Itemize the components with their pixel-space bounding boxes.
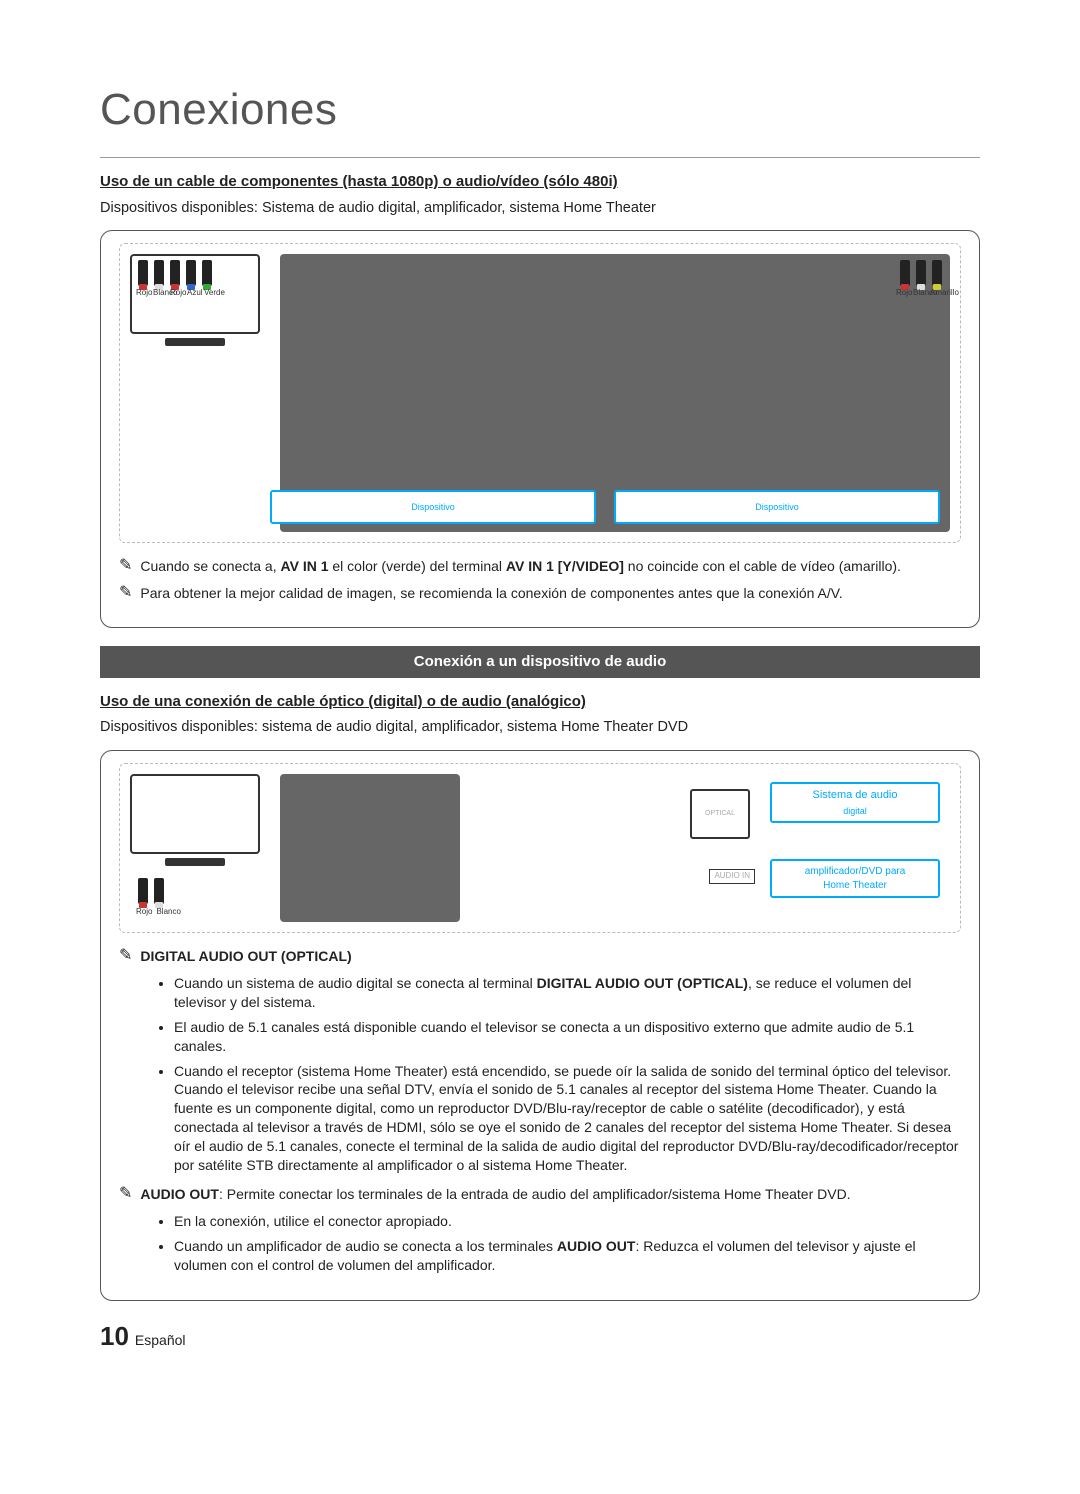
noteB-list: En la conexión, utilice el conector apro… — [174, 1212, 961, 1275]
noteA-title: DIGITAL AUDIO OUT (OPTICAL) — [140, 947, 961, 966]
note2-text: Para obtener la mejor calidad de imagen,… — [140, 584, 961, 603]
plug-row-left — [138, 260, 212, 286]
section-bar: Conexión a un dispositivo de audio — [100, 646, 980, 678]
device-1: Dispositivo — [270, 490, 596, 524]
note-icon: ✎ — [119, 584, 132, 602]
figure1-diagram: Rojo Blanco Rojo Azul Verde Rojo Blanco … — [119, 243, 961, 543]
color-labels-right: Rojo Blanco Amarillo — [896, 288, 944, 299]
note2: ✎ Para obtener la mejor calidad de image… — [119, 584, 961, 603]
small-plugs — [138, 878, 164, 904]
figure2-diagram: OPTICAL Sistema de audio digital amplifi… — [119, 763, 961, 933]
color-labels-left: Rojo Blanco Rojo Azul Verde — [136, 288, 218, 299]
note-icon: ✎ — [119, 557, 132, 575]
list-item: Cuando un sistema de audio digital se co… — [174, 974, 961, 1012]
digital-audio-system: Sistema de audio digital — [770, 782, 940, 823]
note1: ✎ Cuando se conecta a, AV IN 1 el color … — [119, 557, 961, 576]
section1-heading: Uso de un cable de componentes (hasta 10… — [100, 172, 980, 192]
section2-heading: Uso de una conexión de cable óptico (dig… — [100, 692, 980, 712]
title-rule — [100, 157, 980, 158]
page-footer: 10 Español — [100, 1319, 980, 1354]
note-icon: ✎ — [119, 947, 132, 965]
plug-row-right — [900, 260, 942, 286]
optical-port: OPTICAL — [690, 789, 750, 839]
noteB: ✎ AUDIO OUT: Permite conectar los termin… — [119, 1185, 961, 1204]
figure1-box: Rojo Blanco Rojo Azul Verde Rojo Blanco … — [100, 230, 980, 628]
note1-text: Cuando se conecta a, AV IN 1 el color (v… — [140, 557, 961, 576]
section2-desc: Dispositivos disponibles: sistema de aud… — [100, 718, 980, 738]
device-2: Dispositivo — [614, 490, 940, 524]
page-title: Conexiones — [100, 80, 980, 139]
section1-desc: Dispositivos disponibles: Sistema de aud… — [100, 199, 980, 219]
note-icon: ✎ — [119, 1185, 132, 1203]
noteB-text: AUDIO OUT: Permite conectar los terminal… — [140, 1185, 961, 1204]
list-item: Cuando un amplificador de audio se conec… — [174, 1237, 961, 1275]
list-item: El audio de 5.1 canales está disponible … — [174, 1018, 961, 1056]
figure2-box: OPTICAL Sistema de audio digital amplifi… — [100, 750, 980, 1301]
tv-icon — [130, 774, 260, 854]
audio-in-label: AUDIO IN — [709, 869, 755, 884]
page-number: 10 — [100, 1319, 129, 1354]
noteA-list: Cuando un sistema de audio digital se co… — [174, 974, 961, 1175]
noteA: ✎ DIGITAL AUDIO OUT (OPTICAL) — [119, 947, 961, 966]
audio-panel — [280, 774, 460, 922]
page-language: Español — [135, 1331, 186, 1350]
amplifier-box: amplificador/DVD para Home Theater — [770, 859, 940, 898]
list-item: Cuando el receptor (sistema Home Theater… — [174, 1062, 961, 1175]
list-item: En la conexión, utilice el conector apro… — [174, 1212, 961, 1231]
small-plug-labels: Rojo Blanco — [136, 907, 181, 918]
device-row: Dispositivo Dispositivo — [270, 490, 940, 524]
